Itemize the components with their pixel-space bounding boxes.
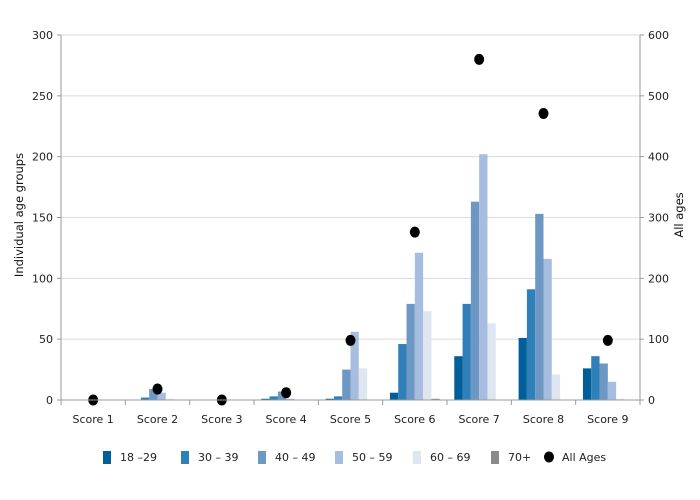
bars bbox=[140, 154, 625, 400]
bar bbox=[543, 258, 552, 400]
bar bbox=[140, 397, 150, 400]
category-label: Score 2 bbox=[137, 413, 178, 426]
bar bbox=[470, 201, 480, 400]
legend-label: 50 – 59 bbox=[352, 451, 393, 464]
category-label: Score 6 bbox=[394, 413, 435, 426]
bar bbox=[454, 356, 463, 400]
bar bbox=[398, 344, 407, 400]
bar bbox=[342, 369, 351, 400]
right-tick-label: 0 bbox=[648, 394, 655, 407]
left-tick-label: 100 bbox=[32, 272, 53, 285]
right-tick-label: 400 bbox=[648, 151, 669, 164]
bar bbox=[591, 356, 600, 400]
right-axis-title: All ages bbox=[672, 192, 686, 237]
bar bbox=[518, 337, 527, 400]
legend-swatch bbox=[491, 451, 499, 464]
bar bbox=[414, 252, 424, 400]
bar bbox=[551, 374, 561, 400]
right-tick-label: 600 bbox=[648, 29, 669, 42]
right-tick-label: 100 bbox=[648, 333, 669, 346]
left-tick-label: 250 bbox=[32, 90, 53, 103]
data-point bbox=[538, 107, 549, 119]
right-axis-ticks: 0 100 200 300 400 500 600 bbox=[648, 29, 669, 407]
category-label: Score 1 bbox=[73, 413, 114, 426]
bar bbox=[582, 368, 592, 400]
bar bbox=[286, 398, 295, 400]
legend-label: 60 – 69 bbox=[430, 451, 471, 464]
axes bbox=[57, 34, 644, 405]
left-tick-label: 200 bbox=[32, 151, 53, 164]
data-point bbox=[152, 383, 163, 395]
bar bbox=[535, 213, 544, 400]
right-tick-label: 300 bbox=[648, 212, 669, 225]
bar bbox=[431, 398, 440, 400]
legend-label: All Ages bbox=[562, 451, 606, 464]
left-tick-label: 300 bbox=[32, 29, 53, 42]
legend-swatch bbox=[413, 451, 421, 464]
bar bbox=[423, 311, 432, 400]
points bbox=[88, 53, 613, 406]
category-label: Score 7 bbox=[459, 413, 500, 426]
bar bbox=[607, 381, 617, 400]
legend-label: 18 –29 bbox=[120, 451, 157, 464]
data-point bbox=[602, 334, 613, 346]
bar bbox=[462, 303, 471, 400]
data-point bbox=[474, 53, 485, 65]
legend-swatch bbox=[258, 451, 266, 464]
bar bbox=[350, 331, 359, 400]
category-label: Score 9 bbox=[587, 413, 628, 426]
category-label: Score 4 bbox=[266, 413, 307, 426]
bar bbox=[149, 389, 158, 400]
category-label: Score 8 bbox=[523, 413, 564, 426]
bar bbox=[526, 289, 536, 400]
bar bbox=[165, 398, 175, 400]
bar bbox=[358, 368, 368, 400]
data-point bbox=[345, 334, 356, 346]
left-tick-label: 50 bbox=[39, 333, 53, 346]
right-tick-label: 500 bbox=[648, 90, 669, 103]
category-label: Score 5 bbox=[330, 413, 371, 426]
bar bbox=[479, 154, 488, 400]
legend-label: 70+ bbox=[508, 451, 531, 464]
data-point bbox=[409, 226, 420, 238]
bar bbox=[157, 392, 166, 400]
left-tick-label: 150 bbox=[32, 212, 53, 225]
bar bbox=[333, 396, 343, 400]
bar bbox=[269, 396, 278, 400]
left-axis-title: Individual age groups bbox=[12, 153, 26, 277]
left-tick-label: 0 bbox=[46, 394, 53, 407]
data-point bbox=[281, 387, 292, 399]
bar bbox=[616, 398, 625, 400]
legend-swatch bbox=[103, 451, 111, 464]
legend-label: 40 – 49 bbox=[275, 451, 316, 464]
left-axis-ticks: 0 50 100 150 200 250 300 bbox=[32, 29, 53, 407]
bar bbox=[406, 303, 415, 400]
legend: 18 –29 30 – 39 40 – 49 50 – 59 60 – 69 70+ All… bbox=[103, 451, 606, 464]
legend-label: 30 – 39 bbox=[198, 451, 239, 464]
legend-marker bbox=[544, 451, 554, 463]
right-tick-label: 200 bbox=[648, 272, 669, 285]
category-labels: Score 1 Score 2 Score 3 Score 4 Score 5 Score… bbox=[73, 413, 629, 426]
bar bbox=[325, 398, 334, 400]
bar bbox=[389, 392, 399, 400]
gridlines bbox=[61, 34, 640, 340]
category-label: Score 3 bbox=[201, 413, 242, 426]
bar bbox=[261, 398, 270, 400]
bar bbox=[599, 363, 608, 400]
legend-swatch bbox=[335, 451, 343, 464]
bar bbox=[487, 323, 496, 400]
legend-swatch bbox=[181, 451, 189, 464]
